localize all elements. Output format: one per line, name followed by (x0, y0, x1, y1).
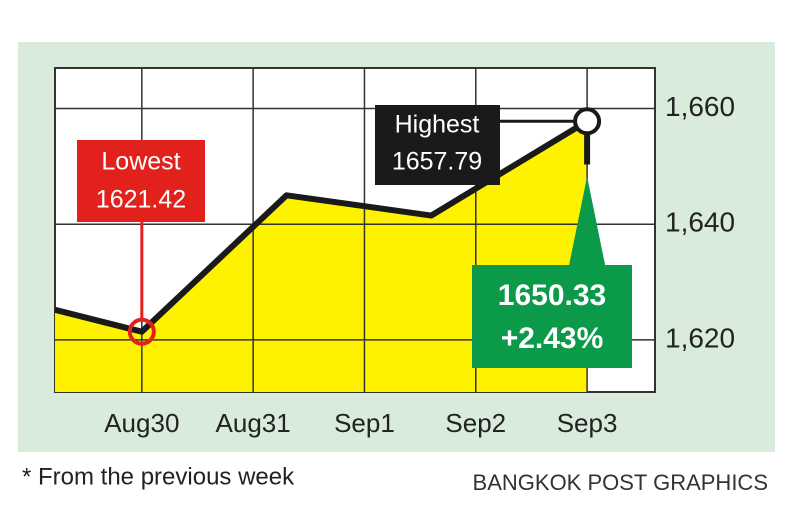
annotation: +2.43% (501, 322, 604, 355)
annotation-pointer (569, 176, 606, 265)
x-tick-label: Aug31 (216, 408, 291, 438)
annotation-box (472, 265, 632, 368)
footnote: * From the previous week (22, 463, 295, 490)
annotation-box (77, 140, 205, 222)
x-tick-label: Sep2 (445, 408, 506, 438)
x-tick-label: Sep1 (334, 408, 395, 438)
x-tick-label: Aug30 (104, 408, 179, 438)
annotation-box (375, 105, 500, 185)
y-tick-label: 1,620 (665, 322, 735, 353)
y-tick-label: 1,660 (665, 91, 735, 122)
marker (127, 317, 156, 346)
value-label: 1657.79 (392, 148, 482, 176)
annotation: Highest (395, 111, 480, 139)
area (55, 121, 588, 392)
value-label: 1621.42 (96, 186, 186, 214)
source: BANGKOK POST GRAPHICS (473, 470, 768, 495)
value-label: 1650.33 (498, 279, 606, 312)
y-tick-label: 1,640 (665, 207, 735, 238)
x-tick-label: Sep3 (557, 408, 618, 438)
marker (573, 107, 602, 136)
marks: 1,620 1,640 1,660 Aug30 Aug31 Sep1 Sep2 Sep3 Low… (54, 68, 735, 438)
annotation: Lowest (101, 148, 180, 176)
